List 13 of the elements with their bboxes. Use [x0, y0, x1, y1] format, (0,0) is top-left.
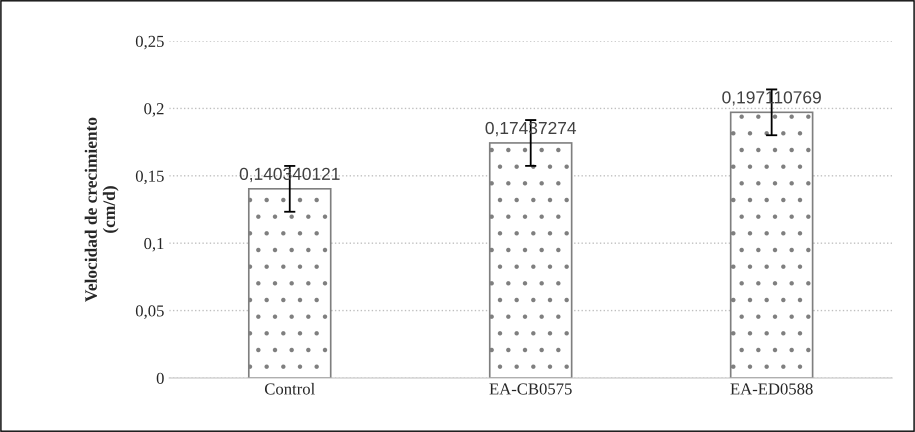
y-tick-label: 0,1: [144, 238, 164, 252]
bar: [248, 188, 332, 378]
y-tick-label: 0,05: [136, 305, 164, 319]
bar: [730, 111, 814, 378]
x-tick-label: EA-CB0575: [490, 383, 572, 395]
y-tick-label: 0,2: [144, 103, 164, 117]
y-tick-label: 0,15: [136, 170, 164, 184]
y-tick-label: 0: [156, 372, 164, 384]
y-axis-title: Velocidad de crecimiento (cm/d): [84, 118, 119, 302]
x-tick-label: EA-ED0588: [730, 383, 813, 395]
y-tick-label: 0,25: [136, 36, 164, 50]
bar: [488, 142, 572, 378]
x-tick-label: Control: [264, 382, 315, 395]
